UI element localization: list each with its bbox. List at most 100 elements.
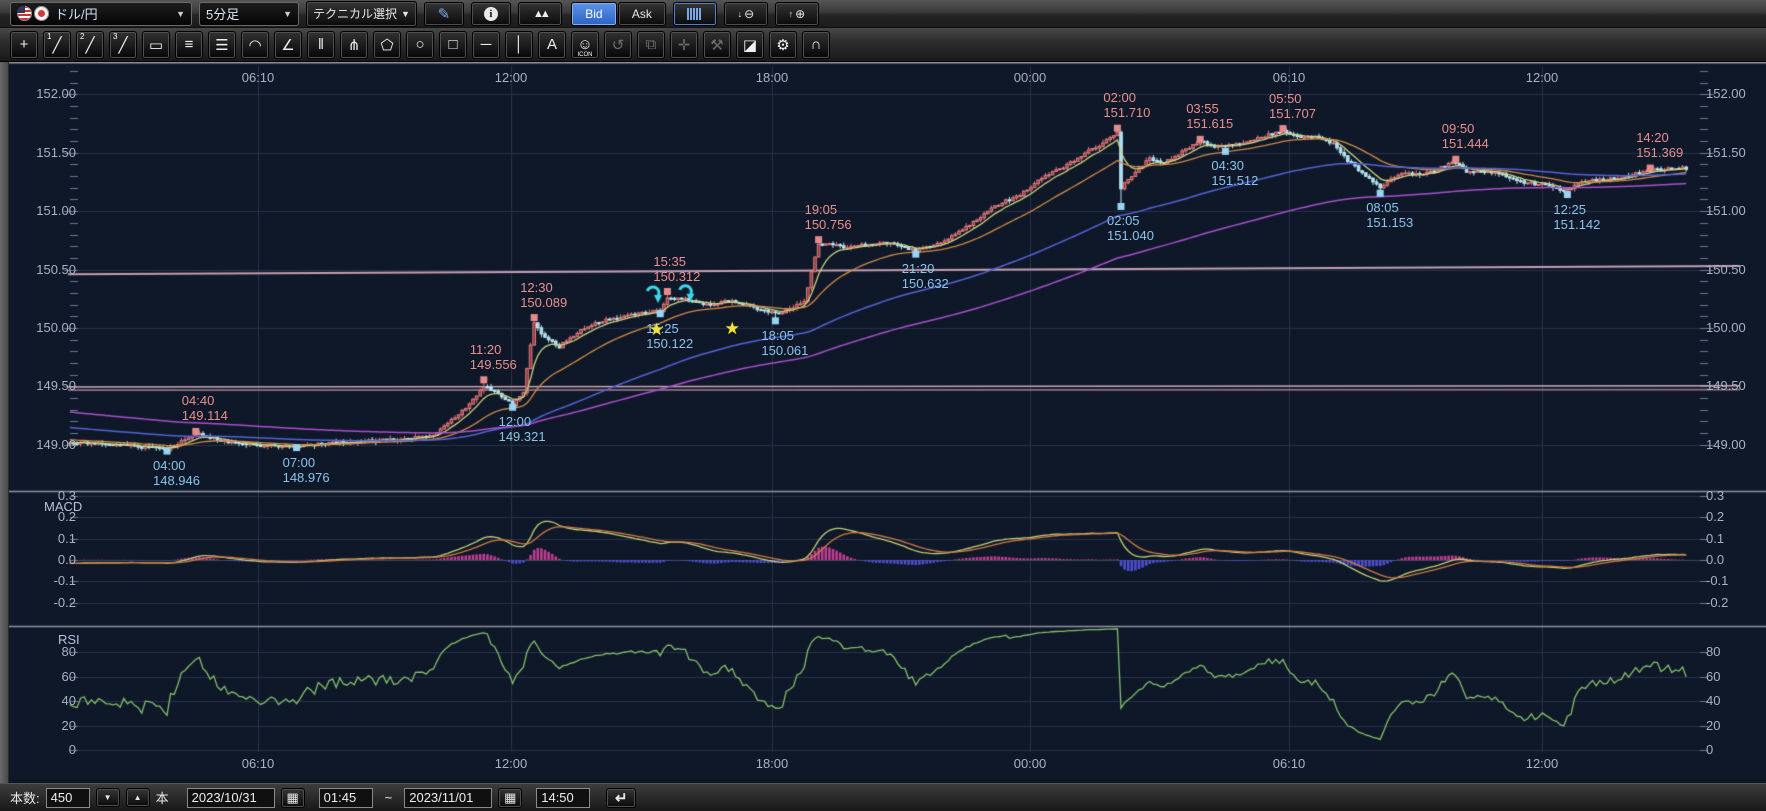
pentagon-tool-icon: ⬠ (380, 36, 394, 54)
tool-badge: 3 (113, 31, 118, 41)
icon-stamp-tool-icon: ☺ (577, 36, 593, 53)
chart-region: MACD RSI 06:10 06:10 12:00 12:00 18:00 18:00 0… (0, 62, 1766, 783)
main-toolbar: ドル/円 ▼ 5分足 ▼ テクニカル選択 ▼ ✎ i ▲▲ Bid Ask ↓ ⊖… (0, 0, 1766, 28)
ruler-tool[interactable]: ▭ (142, 30, 170, 59)
parallel-lines-tool-icon: ≡ (184, 36, 194, 53)
settings-tool[interactable]: ⚙ (769, 30, 797, 59)
bar-count-input[interactable] (45, 787, 90, 808)
copy-tool: ⧉ (637, 30, 665, 59)
adjust-tool: ⚒ (703, 30, 731, 59)
timeframe-select[interactable]: 5分足 ▼ (199, 1, 299, 26)
trendline2-tool[interactable]: ╱ 2 (76, 30, 104, 59)
info-icon: i (483, 6, 498, 21)
crosshair-tool-icon: + (19, 36, 29, 53)
horizontal-line-tool-icon: ─ (480, 36, 492, 53)
history-tool: ↺ (604, 30, 632, 59)
trendline3-tool[interactable]: ╱ 3 (109, 30, 137, 59)
trendline1-tool-icon: ╱ (52, 36, 62, 54)
drawing-toolbar: + ╱ 1 ╱ 2 ╱ 3 ▭ ≡ ☰ ◠ ∠ ‖ ⋔ ⬠ ○ □ ─ │ A ☺ ICON ↺ ⧉ ✛ ⚒ ◪ ⚙ ∩ (0, 28, 1766, 62)
arrow-up-icon: ↑ (788, 8, 794, 19)
technical-select-label: テクニカル選択 (313, 7, 398, 21)
parallel-lines-tool[interactable]: ≡ (175, 30, 203, 59)
bar-count-label: 本数: (10, 791, 40, 806)
trendline3-tool-icon: ╱ (118, 36, 128, 54)
pentagon-tool[interactable]: ⬠ (373, 30, 401, 59)
price-chart-canvas[interactable] (0, 62, 1766, 783)
rectangle-tool-icon: □ (448, 36, 458, 53)
vertical-lines-tool[interactable]: ‖ (307, 30, 335, 59)
return-arrow-icon: ↵ (614, 789, 628, 807)
date-from-input[interactable] (186, 787, 275, 808)
date-to-input[interactable] (404, 787, 493, 808)
crosshair-tool[interactable]: + (10, 30, 38, 59)
time-to-input[interactable] (536, 787, 591, 808)
bid-label: Bid (585, 6, 603, 21)
magnet-tool-icon: ∩ (810, 36, 822, 53)
pan-tool: ✛ (670, 30, 698, 59)
adjust-tool-icon: ⚒ (710, 36, 724, 54)
settings-tool-icon: ⚙ (776, 36, 790, 54)
bid-button[interactable]: Bid (570, 1, 617, 26)
timeframe-value: 5分足 (206, 7, 240, 22)
pan-tool-icon: ✛ (677, 36, 691, 54)
zoom-in-icon: ⊕ (795, 6, 806, 21)
reload-button[interactable]: ↵ (606, 787, 637, 808)
calendar-to-button[interactable]: ▦ (498, 787, 523, 808)
fibo-lines-tool[interactable]: ☰ (208, 30, 236, 59)
zoom-out-icon: ⊖ (744, 6, 755, 21)
tool-sub-label: ICON (577, 51, 593, 58)
eraser-tool[interactable]: ◪ (736, 30, 764, 59)
text-tool-icon: A (546, 36, 557, 53)
tool-badge: 2 (80, 31, 85, 41)
calendar-icon: ▦ (504, 789, 517, 805)
arc-tool-icon: ◠ (248, 36, 262, 54)
zoom-in-button[interactable]: ↑ ⊕ (774, 1, 819, 26)
pitchfork-tool[interactable]: ⋔ (340, 30, 368, 59)
bar-unit-label: 本 (155, 791, 169, 806)
arc-tool[interactable]: ◠ (241, 30, 269, 59)
chevron-down-icon: ▼ (401, 8, 410, 19)
mountain-icon: ▲▲ (533, 7, 551, 20)
bar-count-increase-button[interactable]: ▲ (125, 788, 150, 807)
zoom-out-button[interactable]: ↓ ⊖ (723, 1, 768, 26)
chevron-down-icon: ▼ (176, 8, 185, 19)
symbol-value: ドル/円 (55, 7, 98, 22)
waveform-icon (686, 7, 703, 20)
volume-profile-button[interactable] (672, 1, 717, 26)
vertical-lines-tool-icon: ‖ (317, 36, 325, 53)
left-panel-grip[interactable] (0, 62, 9, 783)
arrow-down-icon: ↓ (737, 8, 743, 19)
technical-select-button[interactable]: テクニカル選択 ▼ (306, 0, 417, 27)
fan-lines-tool-icon: ∠ (281, 36, 295, 54)
text-tool[interactable]: A (538, 30, 566, 59)
magnet-tool[interactable]: ∩ (802, 30, 830, 59)
calendar-from-button[interactable]: ▦ (280, 787, 305, 808)
tool-badge: 1 (47, 31, 52, 41)
rectangle-tool[interactable]: □ (439, 30, 467, 59)
icon-stamp-tool[interactable]: ☺ ICON (571, 30, 599, 59)
calendar-icon: ▦ (286, 789, 299, 805)
symbol-select[interactable]: ドル/円 ▼ (10, 1, 192, 26)
bar-count-decrease-button[interactable]: ▼ (95, 788, 120, 807)
pencil-icon: ✎ (437, 5, 451, 23)
fan-lines-tool[interactable]: ∠ (274, 30, 302, 59)
chart-style-button[interactable]: ▲▲ (517, 1, 562, 26)
range-separator: ~ (384, 790, 393, 805)
horizontal-line-tool[interactable]: ─ (472, 30, 500, 59)
fibo-lines-tool-icon: ☰ (215, 36, 229, 54)
ellipse-tool[interactable]: ○ (406, 30, 434, 59)
us-flag-icon (17, 6, 32, 21)
vertical-line-tool[interactable]: │ (505, 30, 533, 59)
ask-label: Ask (631, 6, 652, 21)
trendline2-tool-icon: ╱ (85, 36, 95, 54)
japan-flag-icon (34, 6, 49, 21)
ask-button[interactable]: Ask (617, 1, 666, 26)
pitchfork-tool-icon: ⋔ (347, 36, 361, 54)
draw-mode-button[interactable]: ✎ (423, 1, 464, 26)
vertical-line-tool-icon: │ (514, 36, 524, 53)
info-button[interactable]: i (470, 1, 511, 26)
eraser-tool-icon: ◪ (742, 36, 758, 54)
trendline1-tool[interactable]: ╱ 1 (43, 30, 71, 59)
time-from-input[interactable] (318, 787, 373, 808)
